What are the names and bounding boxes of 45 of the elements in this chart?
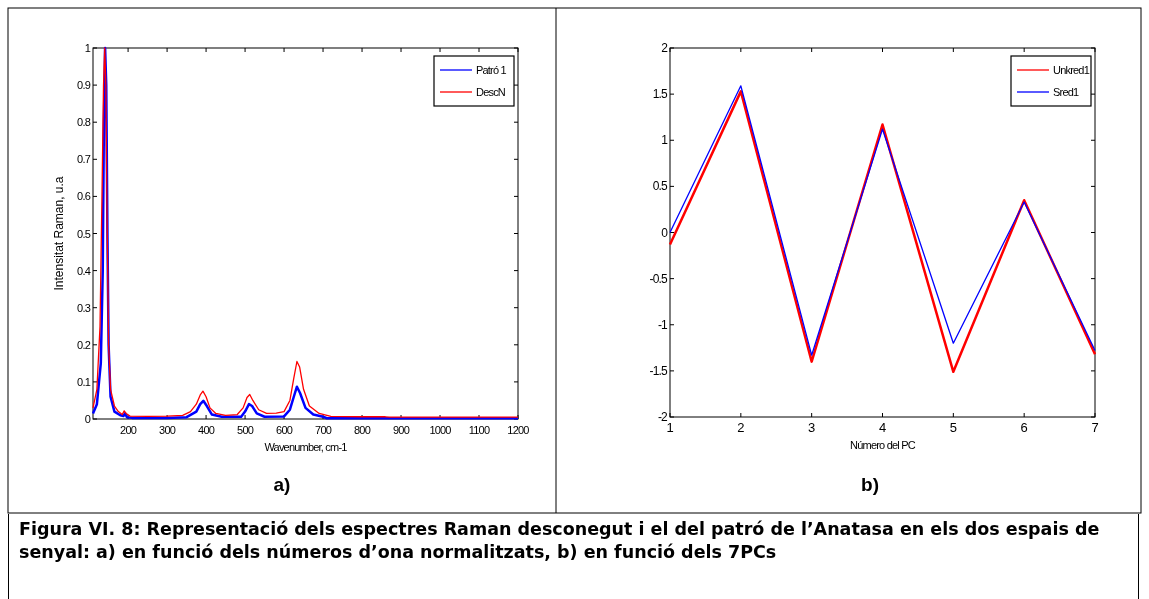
- y-tick-label: 0.9: [77, 79, 91, 92]
- x-tick-label: 1100: [468, 424, 490, 436]
- y-tick-label: 0.8: [77, 116, 91, 129]
- x-tick-label: 6: [1020, 420, 1028, 435]
- x-tick-label: 600: [276, 424, 293, 436]
- x-tick-label: 800: [354, 424, 371, 436]
- text: a): [273, 474, 291, 495]
- x-tick-label: 300: [159, 424, 176, 436]
- x-tick-label: 5: [949, 420, 957, 435]
- x-axis-title: Wavenumber, cm-1: [264, 441, 348, 453]
- y-tick-label: 2: [661, 41, 669, 55]
- x-tick-label: 700: [315, 424, 332, 436]
- x-tick-label: 2: [737, 420, 745, 435]
- x-tick-label: 3: [808, 420, 816, 435]
- x-tick-label: 900: [393, 424, 410, 436]
- text: Figura VI. 8: Representació dels espectres Raman desconegut i el del patró de l’Anatasa en els dos espais de senyal: a) en funció dels números d’ona normalitzats, b) en funció dels 7PCs: [19, 518, 1101, 564]
- x-tick-label: 7: [1091, 420, 1099, 435]
- y-tick-label: 0.1: [77, 375, 91, 388]
- x-tick-label: 400: [198, 424, 215, 436]
- y-tick-label: 0.7: [77, 153, 91, 166]
- y-tick-label: 0.6: [77, 190, 91, 203]
- y-tick-label: -1: [657, 317, 669, 332]
- legend-label: Sred1: [1053, 86, 1080, 98]
- x-tick-label: 1000: [429, 424, 452, 436]
- x-tick-label: 500: [237, 424, 254, 436]
- legend-label: Unkred1: [1053, 64, 1090, 76]
- y-tick-label: -1.5: [649, 363, 669, 378]
- y-tick-label: 1: [84, 42, 91, 54]
- y-tick-label: 1.5: [652, 87, 669, 102]
- y-tick-label: 0: [84, 413, 91, 425]
- y-tick-label: 1: [661, 133, 669, 148]
- y-tick-label: -0.5: [649, 271, 669, 286]
- text: b): [861, 474, 879, 495]
- y-axis-title: Intensitat Raman, u.a: [52, 176, 66, 291]
- y-tick-label: -2: [657, 410, 669, 424]
- y-tick-label: 0.2: [77, 338, 91, 351]
- y-tick-label: 0.3: [77, 301, 91, 314]
- y-tick-label: 0.4: [77, 264, 91, 277]
- y-tick-label: 0.5: [77, 227, 91, 240]
- y-tick-label: 0.5: [652, 179, 669, 194]
- x-tick-label: 4: [878, 420, 887, 435]
- x-axis-title: Número del PC: [850, 439, 916, 451]
- x-tick-label: 1200: [507, 424, 530, 436]
- y-tick-label: 0: [661, 225, 669, 240]
- x-tick-label: 200: [120, 424, 137, 436]
